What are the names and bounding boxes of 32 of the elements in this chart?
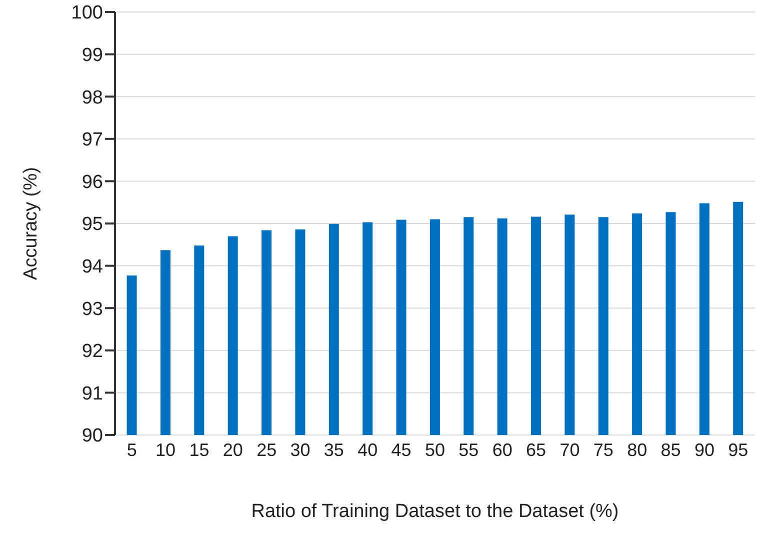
x-tick-label: 40 — [358, 440, 378, 460]
x-tick-label: 45 — [391, 440, 412, 460]
y-tick-label: 91 — [82, 383, 103, 404]
x-axis-title: Ratio of Training Dataset to the Dataset (%) — [251, 501, 619, 522]
x-tick-label: 80 — [627, 440, 648, 460]
x-tick-label: 60 — [492, 440, 512, 460]
x-tick-label: 30 — [290, 440, 310, 460]
y-tick-label: 97 — [82, 130, 103, 151]
y-tick-label: 92 — [82, 341, 103, 362]
x-tick-label: 65 — [526, 440, 546, 460]
x-tick-label: 75 — [593, 440, 614, 460]
y-tick-label: 100 — [71, 2, 103, 24]
x-tick-label: 95 — [728, 440, 748, 460]
y-tick-label: 90 — [82, 426, 103, 447]
x-tick-label: 50 — [424, 440, 446, 460]
x-tick-label: 55 — [458, 440, 479, 460]
x-tick-label: 25 — [256, 440, 277, 460]
y-tick-label: 95 — [82, 214, 103, 236]
x-tick-label: 90 — [694, 440, 714, 460]
x-tick-label: 20 — [222, 440, 243, 460]
x-tick-label: 15 — [189, 440, 210, 460]
x-tick-label: 5 — [126, 440, 137, 460]
y-axis-title: Accuracy (%) — [20, 167, 42, 280]
y-tick-label: 96 — [82, 172, 103, 193]
x-tick-label: 35 — [324, 440, 344, 460]
x-tick-label: 85 — [660, 440, 681, 460]
x-tick-label: 10 — [156, 440, 176, 460]
y-tick-label: 94 — [82, 256, 104, 278]
y-tick-label: 98 — [82, 87, 103, 108]
y-tick-label: 93 — [82, 298, 103, 320]
y-tick-label: 99 — [82, 45, 103, 66]
x-tick-label: 70 — [560, 440, 580, 460]
